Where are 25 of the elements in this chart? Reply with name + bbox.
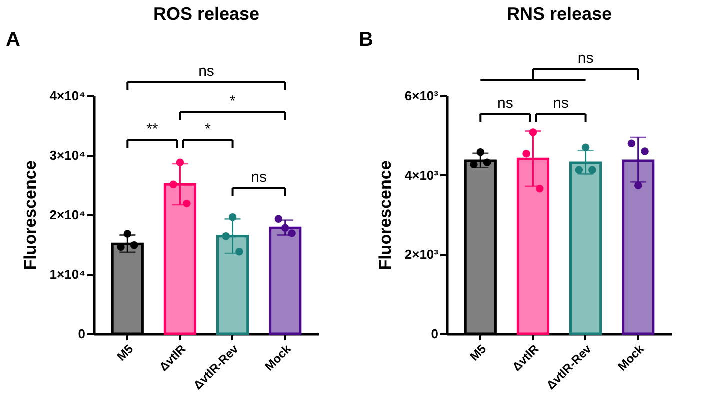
- annotation: ns: [553, 95, 569, 112]
- annotation: ns: [498, 95, 514, 112]
- chart-title: ROS release: [153, 4, 260, 24]
- text: ns: [578, 50, 594, 67]
- text: ns: [198, 63, 214, 80]
- annotation: *: [205, 121, 212, 138]
- y-tick-label: 0: [431, 326, 438, 342]
- x-tick-label: M5: [467, 342, 490, 364]
- annotation: **: [146, 121, 158, 138]
- y-tick-label: 3×10⁴: [50, 148, 86, 163]
- chart-title: RNS release: [506, 4, 612, 24]
- y-tick-label: 6×10³: [404, 88, 440, 104]
- y-tick-label: 2×10³: [404, 247, 440, 262]
- y-tick-label: 4×10⁴: [50, 88, 86, 104]
- y-axis-title: Fluorescence: [20, 160, 40, 270]
- annotation: ns: [251, 169, 267, 186]
- y-tick-label: 2×10⁴: [50, 208, 86, 222]
- x-tick-label: M5: [114, 342, 136, 364]
- y-tick-label: 4×10³: [404, 168, 440, 183]
- annotation: *: [230, 93, 236, 110]
- text: B: [359, 29, 374, 51]
- y-tick-label: 1×10⁴: [50, 267, 86, 282]
- y-axis-title: Fluorescence: [376, 160, 395, 270]
- text: A: [6, 29, 20, 51]
- y-tick-label: 0: [78, 326, 86, 342]
